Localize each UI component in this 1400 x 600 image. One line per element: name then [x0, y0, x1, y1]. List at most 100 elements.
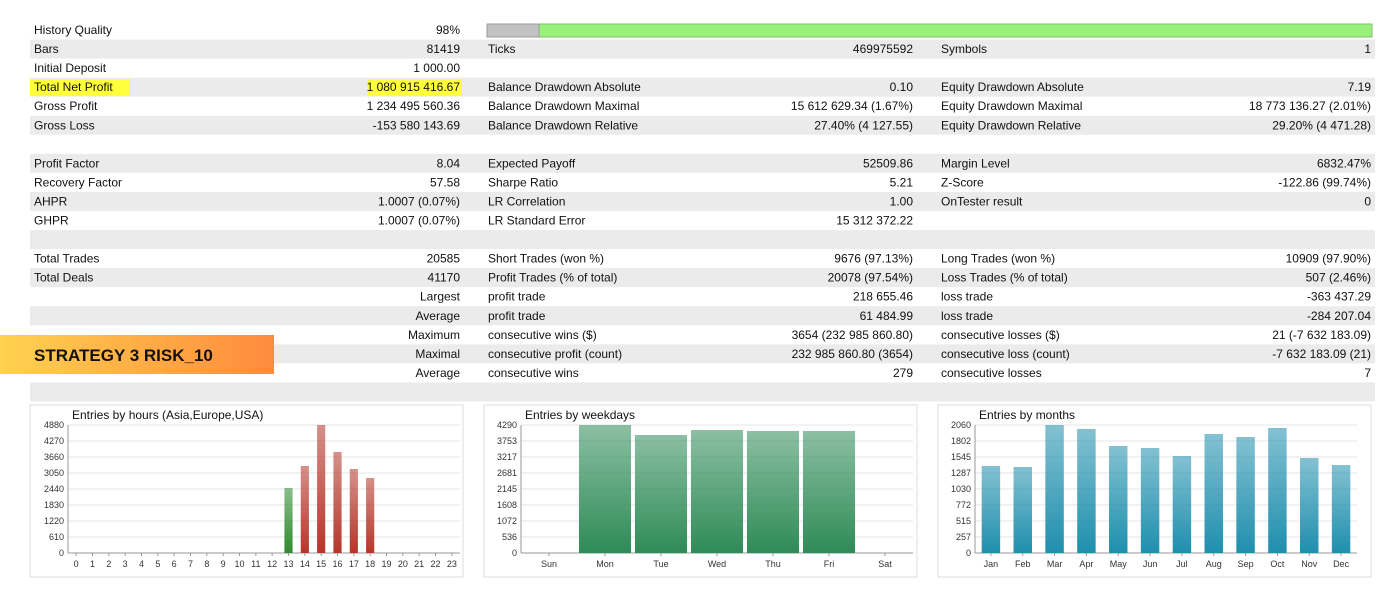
x-tick-label: 11: [251, 559, 260, 569]
stat-value: 1 080 915 416.67: [367, 80, 461, 94]
stat-label: Equity Drawdown Maximal: [941, 99, 1082, 113]
stat-value: 1.00: [890, 194, 914, 208]
y-tick-label: 3050: [44, 468, 64, 478]
charts: Entries by hours (Asia,Europe,USA)061012…: [29, 404, 1372, 578]
bar: [802, 430, 856, 553]
y-tick-label: 2681: [497, 468, 517, 478]
stat-label: Total Deals: [34, 271, 93, 285]
y-tick-label: 2145: [497, 484, 517, 494]
stat-value: 279: [893, 366, 913, 380]
x-tick-label: 1: [90, 559, 95, 569]
chart-frame: [29, 404, 464, 578]
x-tick-label: 6: [172, 559, 177, 569]
chart-title: Entries by months: [979, 408, 1075, 422]
x-tick-label: 0: [74, 559, 79, 569]
stat-value: 81419: [427, 42, 461, 56]
stat-label: Gross Profit: [34, 99, 98, 113]
stat-value: 9676 (97.13%): [834, 252, 913, 266]
stat-value: Largest: [420, 290, 461, 304]
x-tick-label: Thu: [765, 559, 781, 569]
stat-label: Margin Level: [941, 156, 1010, 170]
x-tick-label: Sun: [541, 559, 557, 569]
stat-value: 52509.86: [863, 156, 913, 170]
stat-value: -122.86 (99.74%): [1278, 175, 1371, 189]
quality-gap: [486, 23, 540, 38]
stat-value: 1 000.00: [413, 61, 460, 75]
bar: [1236, 436, 1255, 553]
stats-table: History Quality 98% Bars 81419 Ticks 46997559…: [30, 23, 1375, 402]
x-tick-label: Apr: [1079, 559, 1093, 569]
stat-label: Balance Drawdown Maximal: [488, 99, 639, 113]
y-tick-label: 4270: [44, 436, 64, 446]
stat-value: 41170: [428, 271, 461, 285]
x-tick-label: Feb: [1015, 559, 1031, 569]
stat-value: 10909 (97.90%): [1286, 252, 1371, 266]
y-tick-label: 1545: [951, 452, 971, 462]
y-tick-label: 2440: [44, 484, 64, 494]
x-tick-label: 23: [447, 559, 457, 569]
stat-label: Equity Drawdown Relative: [941, 118, 1081, 132]
y-tick-label: 1287: [951, 468, 971, 478]
stat-value: 98%: [436, 23, 460, 37]
bar: [981, 466, 1001, 553]
y-tick-label: 0: [966, 548, 971, 558]
row-stripe: [30, 39, 1375, 59]
y-tick-label: 610: [49, 532, 64, 542]
stat-label: Recovery Factor: [34, 175, 122, 189]
row-stripe: [30, 382, 1375, 402]
y-tick-label: 4880: [44, 420, 64, 430]
stat-value: 6832.47%: [1317, 156, 1371, 170]
stat-value: Maximum: [408, 328, 460, 342]
bar: [746, 430, 800, 553]
stat-value: 57.58: [430, 175, 460, 189]
x-tick-label: 19: [381, 559, 391, 569]
stat-value: -153 580 143.69: [373, 118, 461, 132]
y-tick-label: 257: [956, 532, 971, 542]
stat-value: 1.0007 (0.07%): [378, 194, 460, 208]
stat-label: GHPR: [34, 214, 69, 228]
y-tick-label: 1030: [951, 484, 971, 494]
highlight: [30, 79, 130, 97]
stat-label: Ticks: [488, 42, 516, 56]
stat-value: 0.10: [890, 80, 914, 94]
bar: [1077, 428, 1096, 553]
bar: [690, 430, 744, 553]
stat-label: Total Trades: [34, 252, 99, 266]
x-tick-label: 13: [283, 559, 293, 569]
bar: [1140, 447, 1160, 553]
stat-label: Gross Loss: [34, 118, 95, 132]
chart-title: Entries by hours (Asia,Europe,USA): [72, 408, 263, 422]
stat-value: 469975592: [853, 42, 913, 56]
stat-value: 29.20% (4 471.28): [1272, 118, 1371, 132]
stat-label: consecutive losses: [941, 366, 1042, 380]
stat-label: Loss Trades (% of total): [941, 271, 1068, 285]
x-tick-label: 2: [106, 559, 111, 569]
stat-value: 18 773 136.27 (2.01%): [1249, 99, 1371, 113]
stat-label: consecutive losses ($): [941, 328, 1060, 342]
bar: [284, 488, 293, 553]
stat-value: 20078 (97.54%): [828, 271, 913, 285]
stat-label: consecutive wins: [488, 366, 579, 380]
x-tick-label: Mar: [1047, 559, 1063, 569]
x-tick-label: 22: [430, 559, 440, 569]
stat-value: 21 (-7 632 183.09): [1272, 328, 1371, 342]
x-tick-label: Wed: [708, 559, 726, 569]
stat-label: loss trade: [941, 290, 993, 304]
stat-value: 7: [1364, 366, 1371, 380]
x-tick-label: Tue: [653, 559, 668, 569]
bar: [1331, 465, 1351, 553]
stat-label: consecutive wins ($): [488, 328, 597, 342]
stat-value: 15 612 629.34 (1.67%): [791, 99, 913, 113]
stat-value: 27.40% (4 127.55): [814, 118, 913, 132]
row-stripe: [30, 153, 1375, 173]
row-stripe: [30, 77, 1375, 97]
chart: Entries by hours (Asia,Europe,USA) 0 610 1 2…: [29, 404, 464, 578]
bar: [317, 425, 326, 553]
stat-value: 3654 (232 985 860.80): [792, 328, 913, 342]
bar: [366, 478, 375, 553]
stat-label: Balance Drawdown Absolute: [488, 80, 641, 94]
y-tick-label: 2060: [951, 420, 971, 430]
stat-label: Sharpe Ratio: [488, 175, 558, 189]
bar: [1045, 425, 1064, 553]
chart-title: Entries by weekdays: [525, 408, 635, 422]
